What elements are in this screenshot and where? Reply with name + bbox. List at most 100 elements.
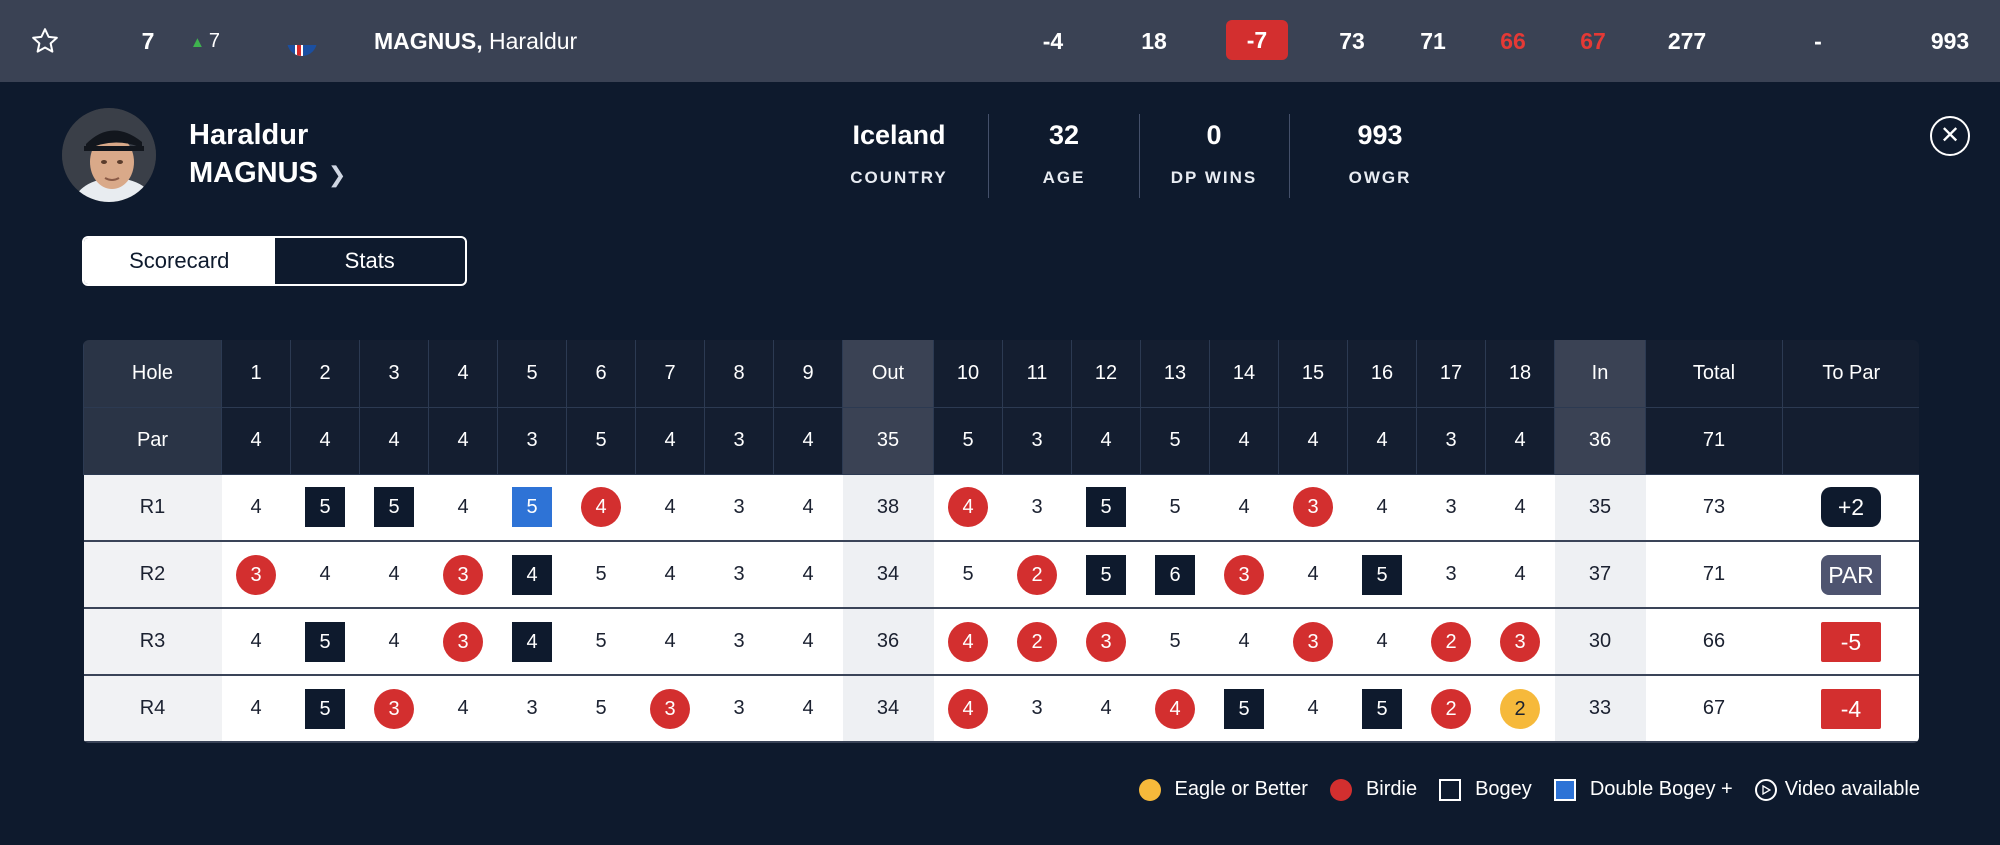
score-cell: 4 <box>359 541 429 609</box>
bogey-swatch <box>1439 778 1462 801</box>
score-cell: 3 <box>1209 541 1279 609</box>
player-name[interactable]: MAGNUS, Haraldur <box>374 0 577 82</box>
player-last-name: MAGNUS, <box>374 28 483 54</box>
round-2-score: 71 <box>1420 28 1446 54</box>
score-cell: 2 <box>1002 541 1072 609</box>
birdie-marker: 3 <box>1293 621 1333 662</box>
par-cell: 4 <box>290 407 360 475</box>
score-cell: 2 <box>1002 608 1072 676</box>
score-cell: 3 <box>221 541 291 609</box>
tab-stats[interactable]: Stats <box>344 248 395 273</box>
birdie-marker: 2 <box>1017 554 1057 595</box>
divider <box>1289 114 1290 198</box>
score-cell: 35 <box>1554 474 1646 542</box>
hole-number-cell: 17 <box>1416 340 1486 408</box>
legend-label: Bogey <box>1475 778 1532 800</box>
player-full-name[interactable]: Haraldur MAGNUS ❯ <box>189 116 346 194</box>
stat-value: 993 <box>1357 120 1403 150</box>
close-icon[interactable]: ✕ <box>1930 116 1970 156</box>
row-label: Par <box>83 407 222 475</box>
score-cell: 4 <box>1278 675 1348 743</box>
score-cell: 4 <box>359 608 429 676</box>
score-cell: 5 <box>566 608 636 676</box>
par-cell: 4 <box>359 407 429 475</box>
score-cell: 4 <box>773 474 843 542</box>
stat-label: COUNTRY <box>850 168 948 187</box>
birdie-swatch <box>1329 778 1352 801</box>
birdie-marker: 3 <box>650 688 690 729</box>
bogey-marker: 5 <box>374 487 414 528</box>
score-cell: 4 <box>933 474 1003 542</box>
par-cell: 3 <box>704 407 774 475</box>
birdie-marker: 2 <box>1431 621 1471 662</box>
favorite-star-icon[interactable] <box>30 0 66 82</box>
score-cell: 37 <box>1554 541 1646 609</box>
par-cell: 35 <box>842 407 934 475</box>
legend-label: Video available <box>1784 778 1920 800</box>
birdie-marker: 4 <box>948 688 988 729</box>
hole-number-cell: In <box>1554 340 1646 408</box>
dbogey-marker: 5 <box>512 487 552 528</box>
hole-number-cell: Total <box>1645 340 1783 408</box>
score-cell: 5 <box>290 675 360 743</box>
stat-age: 32 AGE <box>1000 116 1128 188</box>
stat-label: DP WINS <box>1170 168 1258 187</box>
score-cell: PAR <box>1782 541 1919 609</box>
player-first-name: Haraldur <box>189 119 309 151</box>
hole-number-cell: Out <box>842 340 934 408</box>
hole-number-cell: 8 <box>704 340 774 408</box>
score-cell: -4 <box>1782 675 1919 743</box>
hole-number-cell: 16 <box>1347 340 1417 408</box>
points: - <box>1814 28 1822 54</box>
par-cell <box>1782 407 1919 475</box>
iceland-flag-icon <box>287 26 317 56</box>
par: Par 4 4 4 4 3 5 4 3 4 35 5 3 4 5 4 4 4 3 4 36 71 <box>83 407 1919 475</box>
birdie-marker: 2 <box>1017 621 1057 662</box>
hole-number-cell: 3 <box>359 340 429 408</box>
score-cell: 6 <box>1140 541 1210 609</box>
par-cell: 4 <box>773 407 843 475</box>
today-score: -7 <box>1226 20 1288 60</box>
stat-label: OWGR <box>1348 168 1412 187</box>
score-cell: 3 <box>359 675 429 743</box>
score-cell: 3 <box>1278 608 1348 676</box>
double-bogey-swatch <box>1553 778 1576 801</box>
bogey-marker: 5 <box>305 487 345 528</box>
to-par-badge: +2 <box>1821 487 1881 528</box>
score-cell: 3 <box>1278 474 1348 542</box>
score-cell: 5 <box>290 608 360 676</box>
hole-number-cell: 13 <box>1140 340 1210 408</box>
to-par: -4 <box>1042 28 1064 54</box>
score-cell: 4 <box>290 541 360 609</box>
divider <box>1139 114 1140 198</box>
score-cell: 5 <box>566 675 636 743</box>
up-arrow-icon: ▲ <box>190 34 205 51</box>
legend-label: Double Bogey + <box>1589 778 1733 800</box>
score-cell: 4 <box>497 541 567 609</box>
table-row: R1 4 5 5 4 5 4 4 3 4 38 4 3 5 5 4 3 4 3 4 35 73 +2 <box>83 474 1919 542</box>
birdie-marker: 4 <box>1155 688 1195 729</box>
birdie-marker: 4 <box>948 621 988 662</box>
round-label: R2 <box>83 541 222 609</box>
hole-number-cell: 9 <box>773 340 843 408</box>
hole-number-cell: 18 <box>1485 340 1555 408</box>
par-cell: 3 <box>497 407 567 475</box>
round-label: R4 <box>83 675 222 743</box>
stat-value: 0 <box>1206 120 1222 150</box>
score-cell: 2 <box>1485 675 1555 743</box>
eagle-swatch <box>1138 778 1161 801</box>
legend-birdie: Birdie <box>1329 778 1417 801</box>
score-cell: 4 <box>1347 474 1417 542</box>
scorecard-table: Hole 1 2 3 4 5 6 7 8 9 Out 10 11 12 13 14 15 16 17 18 In Tota… <box>83 340 1919 743</box>
thru: 18 <box>1141 28 1167 54</box>
leaderboard-row[interactable]: 7 ▲ 7 MAGNUS, Haraldur -4 18 -7 73 71 66 … <box>0 0 2000 82</box>
birdie-marker: 3 <box>374 688 414 729</box>
score-legend: Eagle or Better Birdie Bogey Double Boge… <box>1117 778 1920 801</box>
hole-number-cell: 10 <box>933 340 1003 408</box>
position: 7 <box>141 28 155 54</box>
score-cell: 4 <box>1485 541 1555 609</box>
birdie-marker: 4 <box>581 487 621 528</box>
tab-scorecard[interactable]: Scorecard <box>84 238 275 284</box>
row-label: Hole <box>83 340 222 408</box>
bogey-marker: 5 <box>1086 554 1126 595</box>
